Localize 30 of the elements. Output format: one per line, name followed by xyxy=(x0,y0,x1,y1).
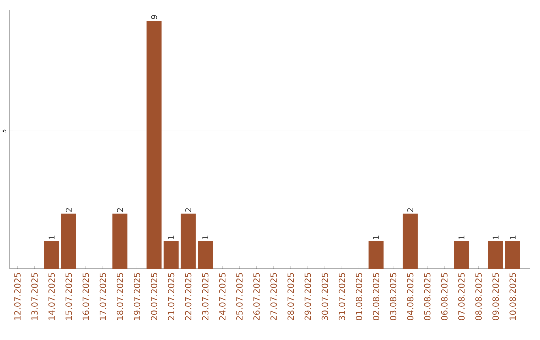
x-tick-label: 14.07.2025 xyxy=(48,273,56,320)
x-tick-label: 05.08.2025 xyxy=(424,273,431,320)
x-tick-label: 01.08.2025 xyxy=(356,273,362,320)
x-tick-label: 08.08.2025 xyxy=(476,273,482,320)
x-tick-label: 28.07.2025 xyxy=(288,273,294,320)
x-tick-label: 30.07.2025 xyxy=(322,273,328,320)
x-tick-label: 13.07.2025 xyxy=(32,273,38,320)
x-tick-label: 03.08.2025 xyxy=(390,273,397,320)
x-tick-label: 02.08.2025 xyxy=(373,273,380,320)
x-tick-label: 16.07.2025 xyxy=(82,273,90,320)
x-tick-label: 09.08.2025 xyxy=(492,273,500,320)
x-tick-label: 17.07.2025 xyxy=(100,273,106,320)
x-tick-label: 31.07.2025 xyxy=(338,273,346,320)
x-tick-label: 27.07.2025 xyxy=(270,273,278,320)
x-tick-label: 24.07.2025 xyxy=(219,273,226,320)
x-tick-label: 22.07.2025 xyxy=(185,273,192,320)
x-tick-label: 12.07.2025 xyxy=(14,273,21,320)
x-tick-label: 04.08.2025 xyxy=(407,273,414,320)
x-tick-label: 23.07.2025 xyxy=(202,273,209,320)
x-tick-label: 20.07.2025 xyxy=(151,273,158,320)
x-tick-label: 10.08.2025 xyxy=(510,273,516,320)
x-tick-label: 21.07.2025 xyxy=(168,273,175,320)
x-tick-label: 15.07.2025 xyxy=(66,273,72,320)
x-tick-label: 19.07.2025 xyxy=(134,273,140,320)
x-tick-label: 26.07.2025 xyxy=(254,273,260,320)
x-tick-label: 06.08.2025 xyxy=(441,273,448,320)
x-tick-label: 07.08.2025 xyxy=(458,273,465,320)
x-tick-label: 29.07.2025 xyxy=(304,273,312,320)
x-tick-label: 18.07.2025 xyxy=(116,273,124,320)
x-tick-label: 25.07.2025 xyxy=(236,273,243,320)
